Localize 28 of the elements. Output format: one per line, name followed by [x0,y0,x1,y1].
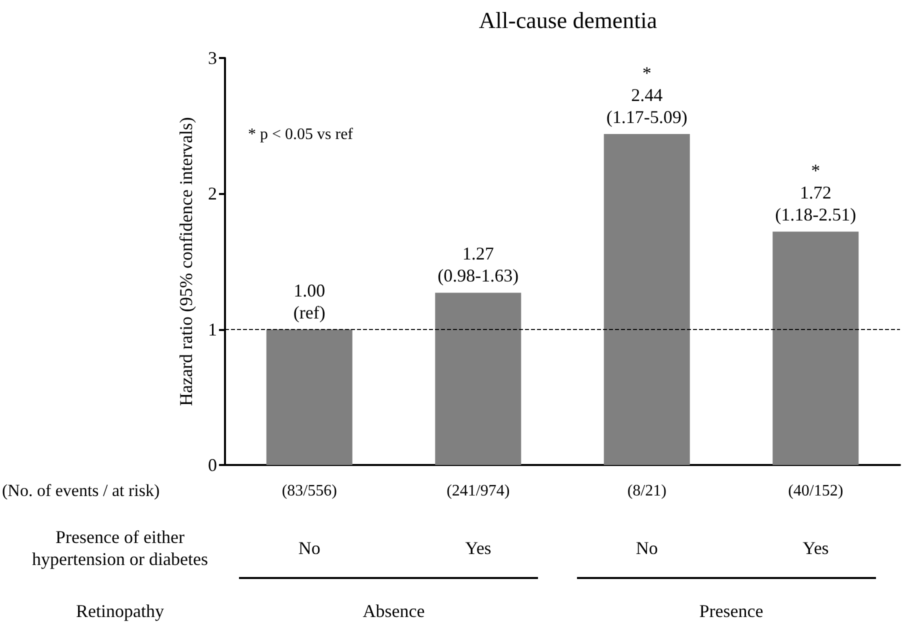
text: Presence [699,600,764,622]
text: Presence of either hypertension or diabetes [32,526,208,570]
text: Absence [362,600,425,622]
y-tick-label: 2 [208,184,217,204]
y-tick-label: 0 [208,455,217,475]
bar [435,292,522,465]
text: Yes [465,537,492,559]
y-tick-label: 1 [208,319,217,340]
data-label: 1.00 (ref) [293,280,326,322]
data-label: * 1.72 (1.18-2.51) [775,160,856,225]
text: Retinopathy [76,600,164,622]
x-tick-label: (83/556) [282,482,337,500]
x-tick-label: (8/21) [627,482,666,500]
bar [772,232,859,465]
x-tick-label: (241/974) [446,482,510,500]
text: No [636,537,658,559]
annotation: * p < 0.05 vs ref [248,125,354,145]
text: No [298,537,320,559]
bar [266,329,352,465]
text: (No. of events / at risk) [2,480,160,502]
data-label: 1.27 (0.98-1.63) [438,244,519,286]
y-tick-label: 3 [208,48,217,68]
y-axis-title: Hazard ratio (95% confidence intervals) [176,117,196,406]
bar [604,134,690,465]
chart-title: All-cause dementia [478,8,658,33]
x-tick-label: (40/152) [788,482,844,500]
text: Yes [802,537,829,559]
data-label: * 2.44 (1.17-5.09) [606,62,688,127]
